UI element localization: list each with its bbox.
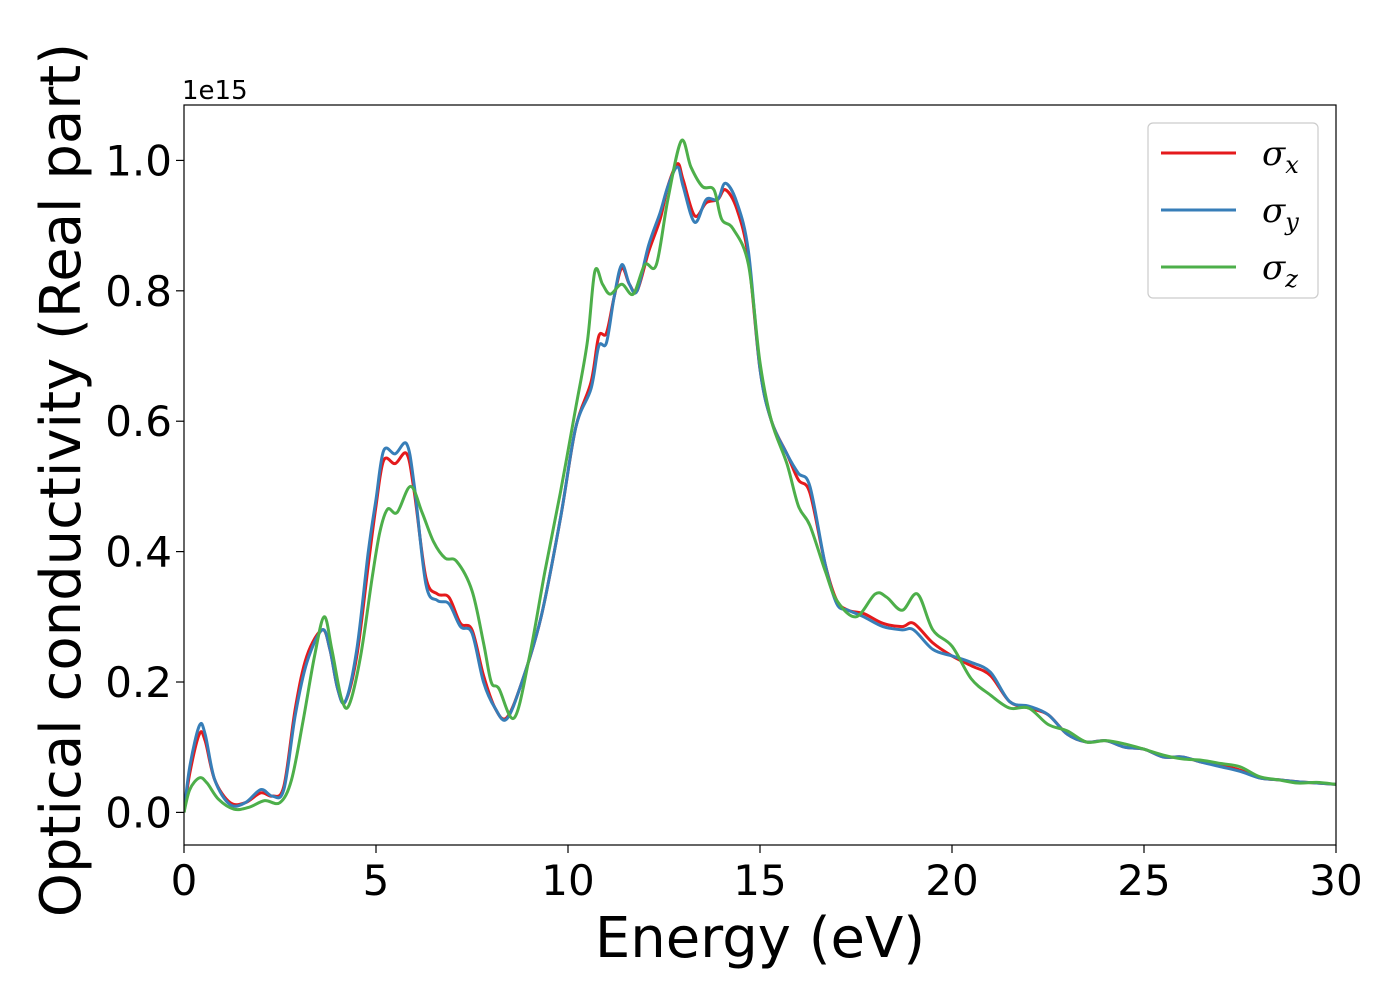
legend-label-z: σz <box>1262 248 1298 293</box>
series-line-z <box>184 138 1336 813</box>
x-tick-label: 15 <box>733 856 786 905</box>
y-axis-label: Optical conductivity (Real part) <box>29 43 94 917</box>
x-tick-label: 25 <box>1117 856 1170 905</box>
y-tick-label: 0.2 <box>105 658 172 707</box>
x-axis: 0 5 10 15 20 25 30 <box>171 845 1363 905</box>
x-tick-label: 10 <box>541 856 594 905</box>
y-tick-label: 0.6 <box>105 397 172 446</box>
y-tick-label: 1.0 <box>105 136 172 185</box>
legend-label-x: σx <box>1262 134 1299 179</box>
x-tick-label: 5 <box>363 856 390 905</box>
x-tick-label: 30 <box>1309 856 1362 905</box>
x-tick-label: 20 <box>925 856 978 905</box>
legend-label-y: σy <box>1262 191 1299 236</box>
y-axis-offset-text: 1e15 <box>182 76 248 106</box>
x-tick-label: 0 <box>171 856 198 905</box>
y-tick-label: 0.8 <box>105 267 172 316</box>
y-axis: 0.0 0.2 0.4 0.6 0.8 1.0 <box>105 136 184 837</box>
y-tick-label: 0.4 <box>105 528 172 577</box>
series-layer <box>184 138 1336 813</box>
x-axis-label: Energy (eV) <box>595 906 925 971</box>
legend: σx σy σz <box>1147 122 1319 299</box>
y-tick-label: 0.0 <box>105 788 172 837</box>
